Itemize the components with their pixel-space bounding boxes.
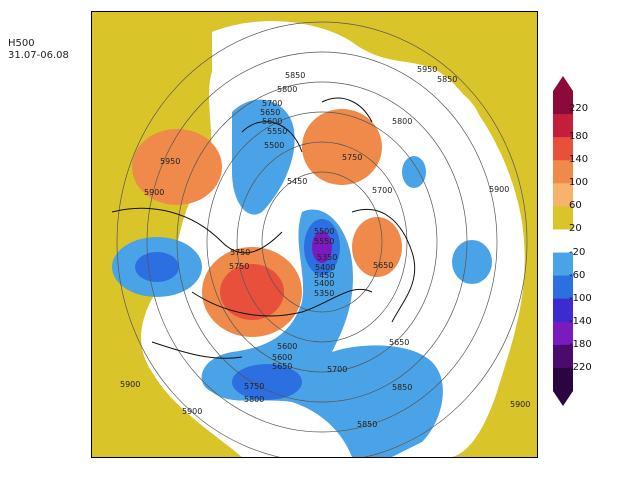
contour-label: 5650	[260, 108, 280, 117]
negative-anomaly-east-small	[402, 156, 426, 188]
contour-label: 5750	[229, 262, 249, 271]
colorbar-tick-label: -100	[569, 292, 592, 304]
colorbar-tick-label: 180	[569, 131, 589, 143]
contour-label: 5450	[287, 177, 307, 186]
contour-label: 5350	[314, 289, 334, 298]
contour-label: 5700	[372, 186, 392, 195]
contour-label: 5850	[392, 383, 412, 392]
contour-label: 5950	[417, 65, 437, 74]
colorbar-band	[553, 183, 573, 207]
colorbar-band	[553, 91, 573, 115]
contour-label: 5900	[144, 188, 164, 197]
colorbar-band	[553, 160, 573, 184]
contour-label: 5650	[272, 362, 292, 371]
colorbar-swatches	[553, 76, 573, 406]
positive-anomaly-center-core	[220, 264, 284, 320]
colorbar-tick-label: -220	[569, 361, 592, 373]
neutral-zone-east	[412, 87, 483, 165]
contour-label: 5900	[120, 380, 140, 389]
contour-label: 5800	[244, 395, 264, 404]
contour-label: 5600	[277, 342, 297, 351]
colorbar-tick-label: -20	[569, 246, 586, 258]
colorbar-band	[553, 229, 573, 254]
contour-label: 5850	[437, 75, 457, 84]
coastlines	[111, 97, 416, 359]
contour-label: 5600	[272, 353, 292, 362]
contour-label: 5750	[342, 153, 362, 162]
anomaly-map: 5950 5900 5850 5800 5700 5650 5600 5550 …	[91, 11, 538, 458]
contour-label: 5350	[317, 253, 337, 262]
contour-label: 5650	[373, 261, 393, 270]
negative-anomaly-east	[452, 240, 492, 284]
contour-label: 5450	[314, 271, 334, 280]
variable-title: H500	[8, 38, 35, 49]
contour-label: 5550	[314, 237, 334, 246]
map-canvas: 5950 5900 5850 5800 5700 5650 5600 5550 …	[92, 12, 537, 457]
geopotential-contours	[116, 21, 528, 457]
colorbar-tick-label: 60	[569, 200, 582, 212]
contour-label: 5900	[510, 400, 530, 409]
contour-label: 5650	[389, 338, 409, 347]
contour-label: 5600	[262, 117, 282, 126]
contour-label: 5700	[327, 365, 347, 374]
contour-label: 5700	[262, 99, 282, 108]
colorbar-tick-label: -140	[569, 315, 592, 327]
contour-label: 5750	[244, 382, 264, 391]
contour-label-group: 5950 5900 5850 5800 5700 5650 5600 5550 …	[120, 65, 530, 429]
contour-label: 5800	[277, 85, 297, 94]
negative-anomaly-central-deep	[312, 231, 332, 263]
colorbar-tick-label: 20	[569, 223, 582, 235]
positive-anomaly-east	[352, 217, 402, 277]
contour-label: 5800	[392, 117, 412, 126]
contour-label: 5850	[357, 420, 377, 429]
colorbar-band	[553, 206, 573, 230]
contour-label: 5900	[182, 407, 202, 416]
colorbar-band	[553, 367, 573, 392]
colorbar-top-arrow	[553, 76, 573, 91]
colorbar-tick-label: 100	[569, 177, 589, 189]
contour-label: 5400	[314, 279, 334, 288]
colorbar-band	[553, 137, 573, 161]
contour-label: 5850	[285, 71, 305, 80]
colorbar-band	[553, 321, 573, 346]
negative-anomaly-north	[232, 99, 295, 215]
colorbar-bottom-arrow	[553, 391, 573, 406]
colorbar-band	[553, 275, 573, 300]
colorbar-tick-label: -60	[569, 269, 586, 281]
colorbar-band	[553, 114, 573, 138]
contour-label: 5900	[489, 185, 509, 194]
negative-anomaly-south	[232, 364, 302, 400]
contour-label: 5500	[264, 141, 284, 150]
colorbar-band	[553, 252, 573, 277]
contour-label: 5950	[160, 157, 180, 166]
contour-label: 5400	[315, 263, 335, 272]
colorbar-tick-label: 140	[569, 154, 589, 166]
chart-title-block: H500 31.07-06.08	[8, 38, 69, 62]
negative-anomaly-west-core	[135, 252, 179, 282]
date-range: 31.07-06.08	[8, 50, 69, 61]
contour-label: 5750	[230, 248, 250, 257]
colorbar-band	[553, 344, 573, 369]
colorbar-band	[553, 298, 573, 323]
positive-anomaly-n	[302, 109, 382, 185]
contour-label: 5500	[314, 227, 334, 236]
contour-label: 5550	[267, 127, 287, 136]
colorbar-band-group	[553, 91, 573, 392]
colorbar-legend: 220 180 140 100 60 20 -20 -60 -100 -140 -180 -220	[553, 76, 621, 406]
colorbar-tick-label: -180	[569, 338, 592, 350]
colorbar-tick-label: 220	[569, 103, 589, 114]
